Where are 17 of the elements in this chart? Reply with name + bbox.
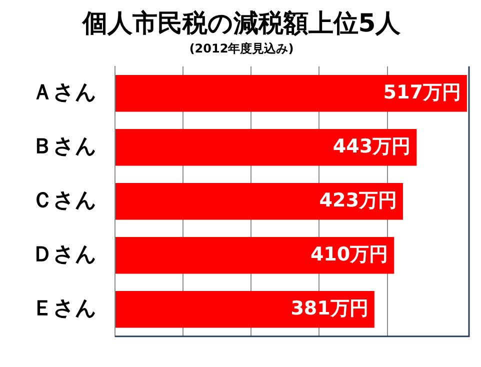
bar xyxy=(116,183,403,220)
chart-title: 個人市民税の減税額上位5人 xyxy=(81,8,402,38)
chart-subtitle: (2012年度見込み) xyxy=(189,41,294,56)
bar xyxy=(116,129,417,166)
y-tick-label: Ａさん xyxy=(32,80,97,104)
data-label: 517万円 xyxy=(383,81,461,104)
data-label: 423万円 xyxy=(319,189,397,212)
bar xyxy=(116,291,374,328)
bar xyxy=(116,75,467,112)
y-tick-label: Ｃさん xyxy=(32,188,97,212)
y-tick-label: Ｄさん xyxy=(32,242,97,266)
y-tick-label: Ｅさん xyxy=(32,296,97,320)
data-label: 381万円 xyxy=(290,297,368,320)
data-label: 410万円 xyxy=(310,243,388,266)
y-tick-label: Ｂさん xyxy=(32,134,97,158)
bar xyxy=(116,237,394,274)
data-label: 443万円 xyxy=(332,135,411,158)
